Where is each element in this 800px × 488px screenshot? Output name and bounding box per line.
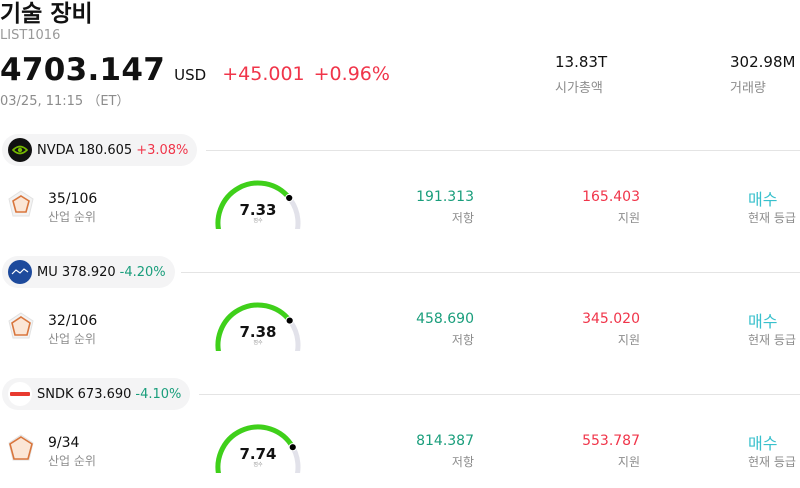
score-value: 7.33: [239, 201, 277, 219]
rating-value[interactable]: 매수: [748, 434, 778, 453]
pentagon-rank-icon: [8, 434, 34, 461]
stock-chip[interactable]: NVDA 180.605 +3.08%: [2, 134, 198, 166]
gauge-fill: [215, 180, 292, 229]
score-label: 점수: [253, 340, 263, 346]
stock-price: 378.920: [61, 264, 116, 280]
rating-label: 현재 등급: [748, 455, 796, 469]
timestamp: 03/25, 11:15 （ET）: [0, 94, 130, 109]
volume-value: 302.98M: [730, 53, 796, 71]
stock-chip[interactable]: MU 378.920 -4.20%: [2, 256, 175, 288]
resistance-label: 저항: [451, 333, 474, 347]
industry-rank-value: 32/106: [48, 313, 98, 329]
volume-stat: 302.98M 거래량: [730, 53, 795, 96]
support-label: 지원: [617, 211, 640, 225]
support-value: 345.020: [582, 311, 640, 327]
gauge-fill: [215, 424, 296, 473]
support-value: 553.787: [582, 433, 640, 449]
divider: [181, 272, 800, 273]
gauge-marker: [288, 443, 297, 452]
score-gauge: [215, 302, 301, 351]
industry-rank-label: 산업 순위: [48, 332, 96, 346]
resistance-label: 저항: [451, 211, 474, 225]
gauge-fill: [215, 302, 293, 351]
stock-ticker: SNDK: [37, 386, 74, 402]
stock-change: -4.20%: [119, 264, 166, 280]
support-value: 165.403: [582, 189, 640, 205]
divider: [206, 150, 800, 151]
volume-label: 거래량: [730, 81, 766, 96]
stock-change: -4.10%: [135, 386, 182, 402]
resistance-value: 814.387: [416, 433, 474, 449]
stock-group: MU 378.920 -4.20% 32/106 산업 순위 7.38 점수 4…: [0, 256, 800, 378]
score-gauge: [215, 424, 301, 473]
industry-rank-value: 9/34: [48, 435, 80, 451]
industry-rank-label: 산업 순위: [48, 210, 96, 224]
support-label: 지원: [617, 333, 640, 347]
nvidia-logo-icon: [8, 138, 32, 162]
support-label: 지원: [617, 455, 640, 469]
industry-rank-label: 산업 순위: [48, 454, 96, 468]
sandisk-logo-icon: [8, 382, 32, 406]
currency-label: USD: [174, 66, 207, 84]
pentagon-rank-icon: [8, 190, 34, 217]
rating-value[interactable]: 매수: [748, 312, 778, 331]
rating-label: 현재 등급: [748, 333, 796, 347]
page-title: 기술 장비: [0, 1, 93, 27]
rating-label: 현재 등급: [748, 211, 796, 225]
rating-value[interactable]: 매수: [748, 190, 778, 209]
micron-logo-icon: [8, 260, 32, 284]
score-value: 7.38: [239, 323, 277, 341]
stock-price: 180.605: [78, 142, 133, 158]
price-change: +45.001: [222, 63, 305, 85]
price-change-pct: +0.96%: [313, 63, 390, 85]
stock-ticker: MU: [37, 264, 58, 280]
index-price: 4703.147: [0, 52, 166, 88]
stock-ticker: NVDA: [37, 142, 75, 158]
market-cap-label: 시가총액: [555, 81, 603, 96]
resistance-label: 저항: [451, 455, 474, 469]
stock-chip[interactable]: SNDK 673.690 -4.10%: [2, 378, 191, 410]
score-label: 점수: [253, 462, 263, 468]
divider: [199, 394, 800, 395]
resistance-value: 191.313: [416, 189, 474, 205]
gauge-marker: [285, 316, 294, 325]
stock-group: NVDA 180.605 +3.08% 35/106 산업 순위 7.33 점수…: [0, 134, 800, 256]
stock-group: SNDK 673.690 -4.10% 9/34 산업 순위 7.74 점수 8…: [0, 378, 800, 488]
market-cap-value: 13.83T: [555, 53, 608, 71]
score-label: 점수: [253, 218, 263, 224]
gauge-marker: [285, 193, 294, 203]
market-cap-stat: 13.83T 시가총액: [555, 53, 607, 96]
pentagon-rank-icon: [8, 312, 34, 339]
stock-change: +3.08%: [136, 142, 189, 158]
stock-price: 673.690: [77, 386, 132, 402]
industry-rank-value: 35/106: [48, 191, 98, 207]
resistance-value: 458.690: [416, 311, 474, 327]
price-row: 4703.147 USD +45.001 +0.96%: [0, 52, 390, 88]
index-code: LIST1016: [0, 28, 61, 43]
score-value: 7.74: [239, 445, 277, 463]
score-gauge: [215, 180, 301, 229]
